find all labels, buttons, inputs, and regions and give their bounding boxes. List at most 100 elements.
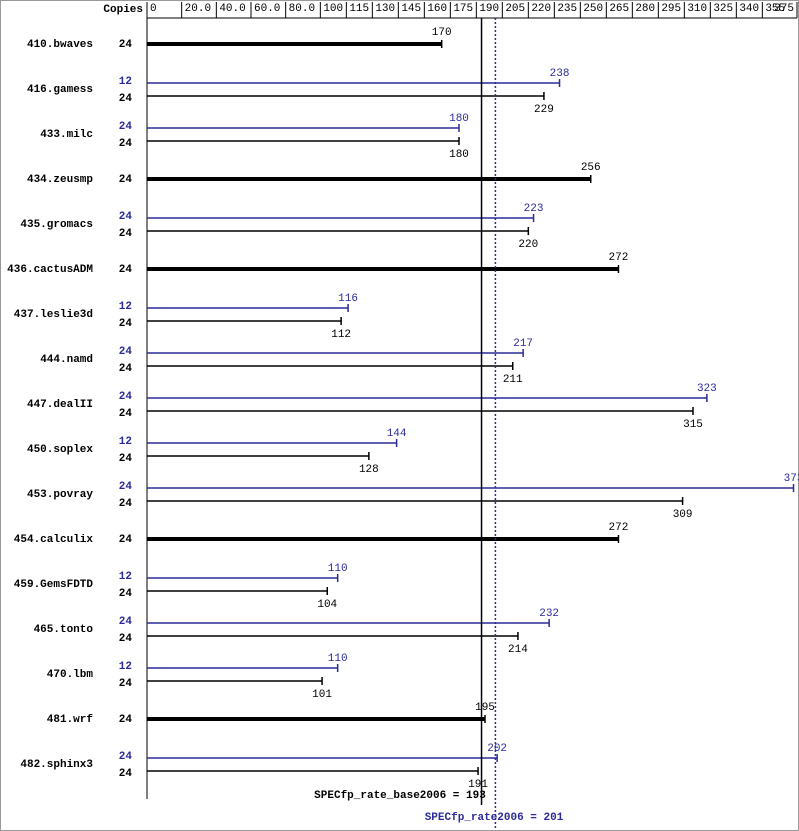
- x-tick-label: 20.0: [185, 3, 211, 15]
- x-tick-label: 175: [453, 3, 473, 15]
- x-tick-label: 205: [505, 3, 525, 15]
- x-tick-label: 100: [323, 3, 343, 15]
- base-value-label: 191: [468, 779, 488, 791]
- base-value-label: 128: [359, 464, 379, 476]
- base-copies: 24: [119, 768, 133, 780]
- x-tick-label: 145: [401, 3, 421, 15]
- base-copies: 24: [119, 138, 133, 150]
- base-value-label: 315: [683, 419, 703, 431]
- benchmark-name: 454.calculix: [14, 534, 94, 546]
- base-copies: 24: [119, 498, 133, 510]
- base-value-label: 211: [503, 374, 523, 386]
- x-tick-label: 325: [713, 3, 733, 15]
- x-tick-label: 220: [531, 3, 551, 15]
- peak-copies: 12: [119, 436, 132, 448]
- benchmark-name: 444.namd: [40, 354, 93, 366]
- base-copies: 24: [119, 408, 133, 420]
- benchmark-name: 453.povray: [27, 489, 93, 501]
- peak-value-label: 232: [539, 608, 559, 620]
- base-copies: 24: [119, 633, 133, 645]
- x-tick-label: 250: [583, 3, 603, 15]
- x-tick-label: 235: [557, 3, 577, 15]
- peak-value-label: 180: [449, 113, 469, 125]
- copies-header: Copies: [103, 4, 143, 16]
- peak-value-label: 202: [487, 743, 507, 755]
- peak-value-label: 110: [328, 563, 348, 575]
- base-value-label: 220: [518, 239, 538, 251]
- x-tick-label: 265: [609, 3, 629, 15]
- base-value-label: 104: [317, 599, 337, 611]
- base-copies: 24: [119, 363, 133, 375]
- x-tick-label: 190: [479, 3, 499, 15]
- peak-copies: 24: [119, 481, 133, 493]
- base-value-label: 180: [449, 149, 469, 161]
- benchmark-name: 465.tonto: [34, 624, 94, 636]
- base-copies: 24: [119, 228, 133, 240]
- x-tick-label: 0: [150, 3, 157, 15]
- base-copies: 24: [119, 93, 133, 105]
- benchmark-name: 482.sphinx3: [20, 759, 93, 771]
- benchmark-name: 437.leslie3d: [14, 309, 93, 321]
- peak-copies: 12: [119, 301, 132, 313]
- base-value-label: 170: [432, 27, 452, 39]
- peak-copies: 24: [119, 616, 133, 628]
- base-copies: 24: [119, 588, 133, 600]
- peak-value-label: 323: [697, 383, 717, 395]
- peak-copies: 12: [119, 571, 132, 583]
- x-tick-label: 160: [427, 3, 447, 15]
- peak-value-label: 217: [513, 338, 533, 350]
- base-copies: 24: [119, 264, 133, 276]
- peak-value-label: 223: [524, 203, 544, 215]
- benchmark-name: 481.wrf: [47, 714, 94, 726]
- base-value-label: 112: [331, 329, 351, 341]
- peak-value-label: 144: [387, 428, 407, 440]
- benchmark-name: 470.lbm: [47, 669, 94, 681]
- base-copies: 24: [119, 453, 133, 465]
- peak-value-label: 238: [550, 68, 570, 80]
- benchmark-name: 436.cactusADM: [7, 264, 93, 276]
- benchmark-name: 410.bwaves: [27, 39, 93, 51]
- peak-value-label: 373: [784, 473, 799, 485]
- benchmark-name: 450.soplex: [27, 444, 93, 456]
- base-value-label: 272: [609, 252, 629, 264]
- peak-mean-label: SPECfp_rate2006 = 201: [425, 812, 564, 824]
- x-tick-label: 310: [687, 3, 707, 15]
- x-tick-label: 80.0: [289, 3, 315, 15]
- x-tick-label: 280: [635, 3, 655, 15]
- x-tick-label: 40.0: [219, 3, 245, 15]
- x-tick-label: 295: [661, 3, 681, 15]
- base-value-label: 214: [508, 644, 528, 656]
- benchmark-name: 447.dealII: [27, 399, 93, 411]
- peak-copies: 24: [119, 211, 133, 223]
- x-tick-label: 115: [349, 3, 369, 15]
- peak-copies: 24: [119, 346, 133, 358]
- peak-value-label: 110: [328, 653, 348, 665]
- base-value-label: 101: [312, 689, 332, 701]
- base-copies: 24: [119, 678, 133, 690]
- x-tick-label: 130: [375, 3, 395, 15]
- base-mean-label: SPECfp_rate_base2006 = 193: [314, 790, 486, 802]
- base-copies: 24: [119, 318, 133, 330]
- base-value-label: 309: [673, 509, 693, 521]
- base-value-label: 256: [581, 162, 601, 174]
- benchmark-name: 433.milc: [40, 129, 93, 141]
- x-tick-label: 355: [765, 3, 785, 15]
- peak-copies: 12: [119, 76, 132, 88]
- peak-copies: 12: [119, 661, 132, 673]
- base-copies: 24: [119, 714, 133, 726]
- base-value-label: 195: [475, 702, 495, 714]
- x-tick-label: 60.0: [254, 3, 280, 15]
- x-tick-label: 340: [739, 3, 759, 15]
- benchmark-name: 434.zeusmp: [27, 174, 93, 186]
- benchmark-name: 435.gromacs: [20, 219, 93, 231]
- peak-copies: 24: [119, 751, 133, 763]
- base-copies: 24: [119, 39, 133, 51]
- base-copies: 24: [119, 174, 133, 186]
- x-tick-label: 375: [774, 3, 794, 15]
- peak-value-label: 116: [338, 293, 358, 305]
- base-copies: 24: [119, 534, 133, 546]
- peak-copies: 24: [119, 121, 133, 133]
